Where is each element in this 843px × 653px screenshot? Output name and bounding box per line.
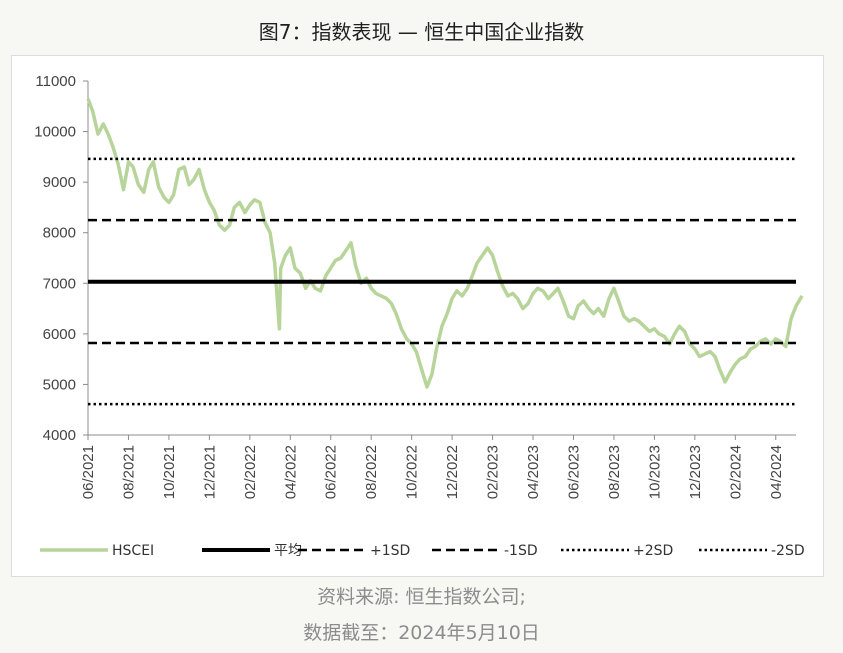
x-tick-label: 06/2023 [565,445,582,499]
y-tick-label: 6000 [43,326,76,343]
y-tick-label: 7000 [43,275,76,292]
y-tick-label: 5000 [43,376,76,393]
x-tick-label: 08/2022 [363,445,380,499]
legend-label: -1SD [504,543,538,559]
hscei-line-chart: 4000 5000 6000 7000 8000 9000 10000 11000 06/202… [34,73,805,559]
legend-label: 平均 [274,543,302,559]
x-tick-label: 12/2023 [687,445,704,499]
y-tick-label: 11000 [35,73,76,90]
x-tick-label: 04/2022 [282,445,299,499]
legend-label: +2SD [633,543,673,559]
x-tick-label: 02/2022 [242,445,259,499]
x-tick-label: 02/2024 [727,445,744,499]
x-tick-label: 12/2022 [444,445,461,499]
y-tick-label: 9000 [43,174,76,191]
chart-title: 图7：指数表现 — 恒生中国企业指数 [258,20,585,44]
x-tick-label: 10/2022 [404,445,421,499]
y-tick-label: 4000 [43,427,76,444]
x-tick-label: 04/2024 [768,445,785,499]
y-tick-label: 10000 [34,124,76,141]
x-tick-label: 10/2021 [161,445,178,499]
legend-label: HSCEI [112,543,154,559]
x-tick-label: 08/2023 [606,445,623,499]
source-note: 资料来源: 恒生指数公司; [317,586,526,608]
y-tick-label: 8000 [43,225,76,242]
hscei-series-line [86,98,804,389]
legend-label: -2SD [771,543,805,559]
x-tick-label: 08/2021 [120,445,137,499]
x-tick-label: 10/2023 [646,445,663,499]
x-tick-label: 12/2021 [201,445,218,499]
data-date-note: 数据截至：2024年5月10日 [303,622,540,644]
legend-label: +1SD [370,543,410,559]
x-tick-label: 02/2023 [485,445,502,499]
chart-panel: 4000 5000 6000 7000 8000 9000 10000 11000 06/202… [11,55,824,577]
x-tick-label: 04/2023 [525,445,542,499]
x-tick-label: 06/2021 [80,445,97,499]
x-tick-label: 06/2022 [323,445,340,499]
